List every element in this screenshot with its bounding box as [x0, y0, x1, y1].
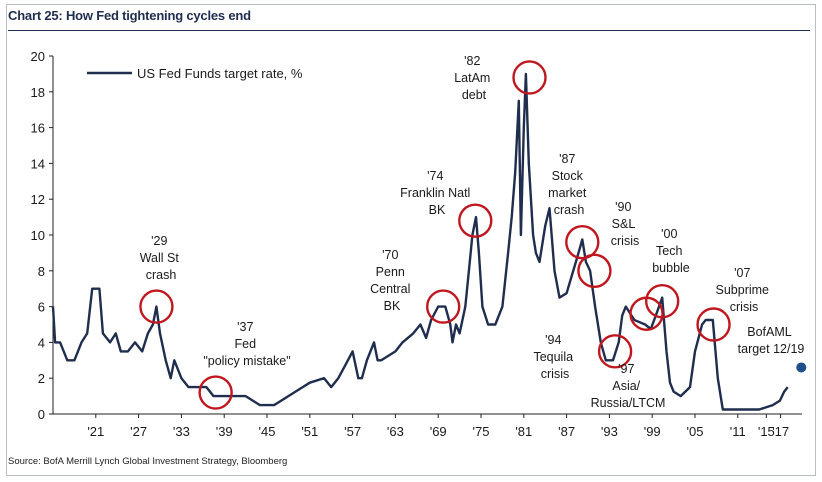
y-tick-label-16: 16 — [31, 121, 45, 136]
event-circle-6 — [577, 253, 612, 288]
annotation-94-tequila-crisis: '94 Tequila crisis — [533, 333, 576, 381]
y-tick-label-12: 12 — [31, 192, 45, 207]
event-circle-9 — [644, 284, 680, 319]
bofaml-target-marker — [796, 362, 807, 373]
x-tick-label-21: '21 — [87, 424, 104, 439]
source-note: Source: BofA Merrill Lynch Global Invest… — [8, 456, 288, 467]
x-tick-label-15: '15 — [758, 424, 775, 439]
annotation-90-sl-crisis: '90 S&L crisis — [611, 200, 639, 248]
annotation-87-stock-market-crash: '87 Stock market crash — [548, 152, 590, 217]
event-circle-1 — [198, 375, 233, 410]
x-tick-label-5: '05 — [687, 424, 704, 439]
chart-title: Chart 25: How Fed tightening cycles end — [8, 8, 251, 23]
y-tick-label-2: 2 — [38, 371, 45, 386]
x-tick-label-33: '33 — [173, 424, 190, 439]
event-circle-7 — [597, 334, 633, 369]
x-tick-label-99: '99 — [644, 424, 661, 439]
y-tick-label-0: 0 — [38, 407, 45, 422]
event-circle-4 — [512, 60, 547, 95]
annotation-70-penn-central-bk: '70 Penn Central BK — [370, 248, 414, 313]
y-tick-label-20: 20 — [31, 49, 45, 64]
annotation-00-tech-bubble: '00 Tech bubble — [652, 227, 690, 275]
annotation-labels: '29 Wall St crash '37 Fed "policy mistak… — [140, 54, 805, 410]
event-circle-2 — [425, 289, 461, 324]
x-tick-label-93: '93 — [601, 424, 618, 439]
x-tick-label-75: '75 — [473, 424, 490, 439]
x-tick-label-57: '57 — [344, 424, 361, 439]
annotation-29-wall-st-crash: '29 Wall St crash — [140, 234, 183, 282]
y-tick-label-10: 10 — [31, 228, 45, 243]
event-circles — [139, 60, 731, 410]
y-tick-label-18: 18 — [31, 85, 45, 100]
y-tick-label-14: 14 — [31, 156, 45, 171]
x-tick-label-11: '11 — [730, 424, 746, 439]
x-tick-label-51: '51 — [301, 424, 318, 439]
x-tick-label-27: '27 — [130, 424, 147, 439]
y-tick-label-6: 6 — [38, 300, 45, 315]
event-circle-3 — [458, 203, 493, 238]
annotation-bofaml-target: BofAML target 12/19 — [738, 325, 805, 356]
annotation-97-asia-russia-ltcm: '97 Asia/ Russia/LTCM — [591, 362, 666, 410]
series-fed-funds-rate — [51, 72, 789, 411]
event-circle-10 — [696, 307, 731, 342]
legend: US Fed Funds target rate, % — [87, 66, 303, 81]
x-tick-label-87: '87 — [558, 424, 575, 439]
chart-frame — [6, 4, 816, 476]
event-circle-5 — [565, 224, 600, 260]
annotation-82-latam-debt: '82 LatAm debt — [454, 54, 494, 102]
axes: 0 2 4 6 8 10 12 14 16 18 20 '15 '21 '27 '33 '39 '45 '51 '5… — [31, 49, 802, 439]
x-tick-label-63: '63 — [387, 424, 404, 439]
title-divider — [8, 30, 810, 31]
event-circle-0 — [139, 289, 174, 324]
y-tick-label-8: 8 — [38, 264, 45, 279]
x-tick-label-39: '39 — [216, 424, 233, 439]
legend-label: US Fed Funds target rate, % — [137, 66, 303, 81]
y-tick-label-4: 4 — [38, 335, 45, 350]
x-tick-label-45: '45 — [259, 424, 276, 439]
series-layer — [51, 72, 807, 411]
x-tick-label-81: '81 — [515, 424, 532, 439]
x-tick-label-69: '69 — [430, 424, 447, 439]
x-tick-label-17: '17 — [772, 424, 789, 439]
annotation-37-fed-policy-mistake: '37 Fed "policy mistake" — [203, 320, 290, 368]
annotation-74-franklin-natl-bk: '74 Franklin Natl BK — [400, 169, 474, 217]
annotation-07-subprime-crisis: '07 Subprime crisis — [716, 266, 773, 314]
